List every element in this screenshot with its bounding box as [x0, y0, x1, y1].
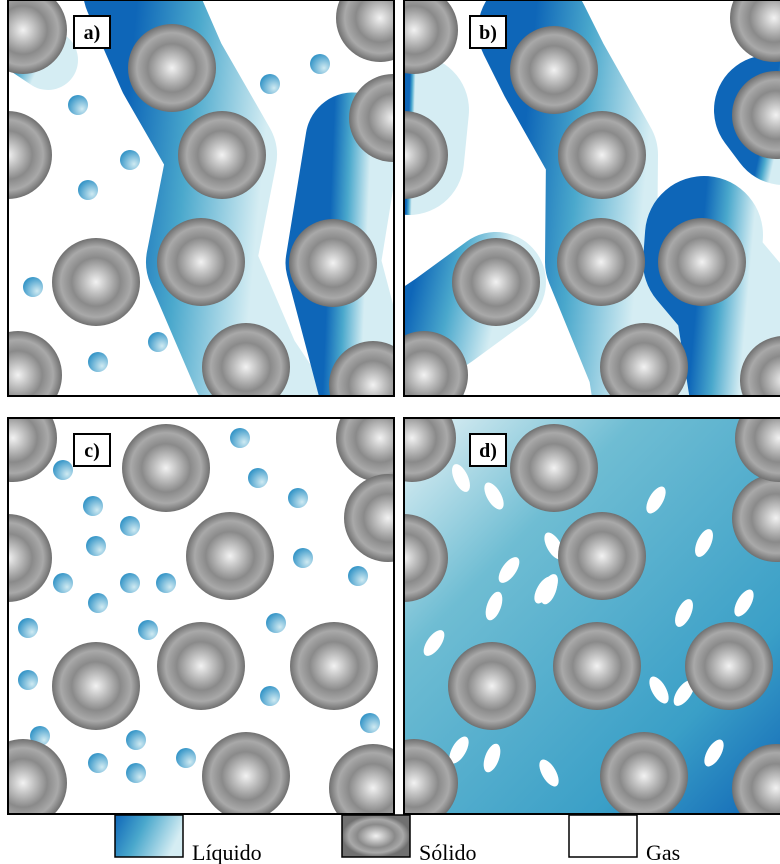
- liquid-droplet: [18, 618, 38, 638]
- liquid-droplet: [86, 536, 106, 556]
- solid-particle: [553, 622, 641, 710]
- solid-particle: [510, 26, 598, 114]
- solid-particle: [128, 24, 216, 112]
- legend-swatch-gas: [569, 815, 637, 857]
- panel-label: d): [479, 440, 497, 462]
- solid-particle: [157, 218, 245, 306]
- liquid-droplet: [176, 748, 196, 768]
- liquid-droplet: [88, 352, 108, 372]
- liquid-droplet: [248, 468, 268, 488]
- solid-particle: [558, 512, 646, 600]
- legend-label: Sólido: [419, 840, 476, 864]
- solid-particle: [510, 424, 598, 512]
- liquid-droplet: [78, 180, 98, 200]
- liquid-droplet: [126, 730, 146, 750]
- liquid-droplet: [120, 573, 140, 593]
- solid-particle: [157, 622, 245, 710]
- solid-particle: [289, 219, 377, 307]
- legend-swatch-solid: [342, 815, 410, 857]
- liquid-droplet: [68, 95, 88, 115]
- solid-particle: [202, 732, 290, 820]
- liquid-droplet: [260, 74, 280, 94]
- panel-label: b): [479, 22, 497, 44]
- panel: d): [360, 394, 780, 832]
- panel-label: c): [84, 440, 100, 462]
- liquid-droplet: [53, 573, 73, 593]
- solid-particle: [685, 622, 773, 710]
- liquid-droplet: [148, 332, 168, 352]
- liquid-droplet: [360, 713, 380, 733]
- panel-content: [360, 394, 780, 832]
- liquid-droplet: [23, 277, 43, 297]
- figure: a) b) c) d) Líquido Sólido Gas: [0, 0, 780, 864]
- liquid-droplet: [310, 54, 330, 74]
- liquid-droplet: [18, 670, 38, 690]
- solid-particle: [600, 732, 688, 820]
- solid-particle: [557, 218, 645, 306]
- panel-content: [360, 0, 780, 424]
- legend-label: Líquido: [192, 840, 262, 864]
- solid-particle: [186, 512, 274, 600]
- panel: c): [0, 394, 432, 832]
- panel-content: [0, 0, 437, 429]
- solid-particle: [290, 622, 378, 710]
- solid-particle: [658, 218, 746, 306]
- panel-content: [0, 394, 432, 832]
- liquid-droplet: [260, 686, 280, 706]
- liquid-droplet: [83, 496, 103, 516]
- solid-particle: [52, 642, 140, 730]
- liquid-droplet: [293, 548, 313, 568]
- solid-particle: [122, 424, 210, 512]
- liquid-droplet: [156, 573, 176, 593]
- liquid-droplet: [230, 428, 250, 448]
- panel: b): [360, 0, 780, 424]
- liquid-droplet: [88, 753, 108, 773]
- liquid-droplet: [266, 613, 286, 633]
- legend-swatch-liquid: [115, 815, 183, 857]
- liquid-droplet: [53, 460, 73, 480]
- solid-particle: [178, 111, 266, 199]
- panel-label: a): [84, 22, 101, 44]
- liquid-droplet: [348, 566, 368, 586]
- liquid-droplet: [88, 593, 108, 613]
- solid-particle: [448, 642, 536, 730]
- solid-particle: [600, 323, 688, 411]
- liquid-droplet: [288, 488, 308, 508]
- solid-particle: [202, 323, 290, 411]
- legend: Líquido Sólido Gas: [115, 815, 680, 864]
- panel: a): [0, 0, 437, 429]
- liquid-droplet: [138, 620, 158, 640]
- liquid-droplet: [120, 516, 140, 536]
- solid-particle: [52, 238, 140, 326]
- legend-label: Gas: [646, 840, 680, 864]
- solid-particle: [452, 238, 540, 326]
- liquid-droplet: [126, 763, 146, 783]
- liquid-droplet: [120, 150, 140, 170]
- solid-particle: [558, 111, 646, 199]
